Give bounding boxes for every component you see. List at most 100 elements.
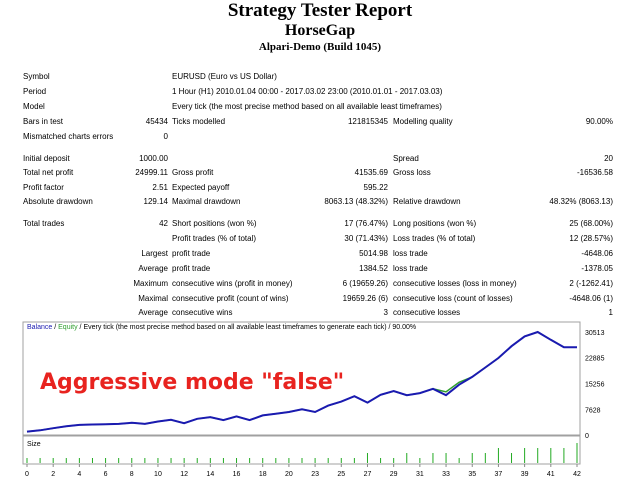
lt-value: 12 (28.57%): [569, 234, 613, 243]
average-loss-label: loss trade: [393, 264, 428, 273]
x-tick-label: 35: [468, 471, 476, 478]
payoff-value: 595.22: [363, 183, 388, 192]
period-label: Period: [23, 87, 47, 96]
y-tick-label: 15256: [585, 382, 605, 389]
x-tick-label: 29: [390, 471, 398, 478]
bars-value: 45434: [145, 117, 168, 126]
max-cl-value: 2 (-1262.41): [569, 279, 613, 288]
expert-name: HorseGap: [284, 22, 356, 39]
x-tick-label: 39: [521, 471, 529, 478]
overlay-caption: Aggressive mode "false": [40, 370, 345, 395]
y-tick-label: 7628: [585, 407, 601, 414]
x-tick-label: 42: [573, 471, 581, 478]
avg-cl-label: consecutive losses: [393, 308, 461, 317]
quality-label: Modelling quality: [393, 117, 453, 126]
x-tick-label: 31: [416, 471, 424, 478]
y-tick-label: 30513: [585, 330, 605, 337]
max-cl-label: consecutive losses (loss in money): [393, 279, 517, 288]
server-name: Alpari-Demo (Build 1045): [258, 41, 382, 53]
trades-value: 42: [159, 219, 168, 228]
pt-label: Profit trades (% of total): [172, 234, 257, 243]
x-tick-label: 0: [25, 471, 29, 478]
deposit-value: 1000.00: [139, 154, 168, 163]
grossprofit-value: 41535.69: [354, 168, 388, 177]
symbol-label: Symbol: [23, 72, 50, 81]
legend-balance: Balance: [27, 324, 53, 331]
x-tick-label: 25: [337, 471, 345, 478]
chart-header-rest: / Every tick (the most precise method ba…: [77, 324, 417, 331]
average-loss-value: -1378.05: [581, 264, 613, 273]
lt-label: Loss trades (% of total): [393, 234, 476, 243]
short-label: Short positions (won %): [172, 219, 257, 228]
mxl-cp-value: 19659.26 (6): [342, 294, 388, 303]
grossprofit-label: Gross profit: [172, 168, 214, 177]
spread-label: Spread: [393, 154, 419, 163]
long-label: Long positions (won %): [393, 219, 477, 228]
ticks-label: Ticks modelled: [172, 117, 226, 126]
maxdd-label: Maximal drawdown: [172, 197, 241, 206]
x-tick-label: 8: [130, 471, 134, 478]
avg2-label: Average: [138, 308, 168, 317]
absdd-label: Absolute drawdown: [23, 197, 93, 206]
mxl-cl-label: consecutive loss (count of losses): [393, 294, 513, 303]
pf-value: 2.51: [152, 183, 168, 192]
largest-label: Largest: [141, 249, 168, 258]
x-tick-label: 33: [442, 471, 450, 478]
x-tick-label: 41: [547, 471, 555, 478]
size-frame: [22, 435, 581, 465]
spread-value: 20: [604, 154, 613, 163]
mismatch-label: Mismatched charts errors: [23, 132, 114, 141]
mismatch-value: 0: [163, 132, 168, 141]
legend-equity: Equity: [58, 324, 78, 331]
largest-loss-label: loss trade: [393, 249, 428, 258]
y-tick-label: 0: [585, 433, 589, 440]
reldd-label: Relative drawdown: [393, 197, 461, 206]
largest-loss-value: -4648.06: [581, 249, 613, 258]
netprofit-label: Total net profit: [23, 168, 74, 177]
period-value: 1 Hour (H1) 2010.01.04 00:00 - 2017.03.0…: [172, 87, 443, 96]
ticks-value: 121815345: [347, 117, 388, 126]
deposit-label: Initial deposit: [23, 154, 70, 163]
x-tick-label: 12: [180, 471, 188, 478]
x-tick-label: 10: [154, 471, 162, 478]
payoff-label: Expected payoff: [172, 183, 230, 192]
largest-profit-label: profit trade: [172, 249, 211, 258]
x-tick-label: 2: [51, 471, 55, 478]
mxl-cp-label: consecutive profit (count of wins): [172, 294, 289, 303]
mxl-cl-value: -4648.06 (1): [569, 294, 613, 303]
avg-cl-value: 1: [608, 308, 613, 317]
x-tick-label: 18: [259, 471, 267, 478]
max-cw-label: consecutive wins (profit in money): [172, 279, 293, 288]
x-tick-label: 6: [104, 471, 108, 478]
pt-value: 30 (71.43%): [344, 234, 388, 243]
size-label: Size: [27, 441, 41, 448]
chart-frame: [22, 321, 581, 436]
x-tick-label: 4: [77, 471, 81, 478]
y-tick-label: 22885: [585, 356, 605, 363]
x-tick-label: 14: [206, 471, 214, 478]
average-label: Average: [138, 264, 168, 273]
legend-sep: /: [52, 324, 59, 331]
pf-label: Profit factor: [23, 183, 64, 192]
long-value: 25 (68.00%): [569, 219, 613, 228]
chart-header: Balance / Equity / Every tick (the most …: [27, 324, 416, 331]
x-tick-label: 27: [364, 471, 372, 478]
maximal-label: Maximal: [138, 294, 168, 303]
netprofit-value: 24999.11: [135, 168, 168, 177]
avg-cw-label: consecutive wins: [172, 308, 233, 317]
symbol-value: EURUSD (Euro vs US Dollar): [172, 72, 277, 81]
trades-label: Total trades: [23, 219, 65, 228]
x-tick-label: 20: [285, 471, 293, 478]
average-profit-label: profit trade: [172, 264, 211, 273]
quality-value: 90.00%: [585, 117, 613, 126]
absdd-value: 129.14: [143, 197, 168, 206]
grossloss-value: -16536.58: [576, 168, 613, 177]
average-profit-value: 1384.52: [359, 264, 388, 273]
x-tick-label: 16: [233, 471, 241, 478]
bars-label: Bars in test: [23, 117, 64, 126]
largest-profit-value: 5014.98: [359, 249, 388, 258]
report-title: Strategy Tester Report: [227, 0, 413, 21]
reldd-value: 48.32% (8063.13): [549, 197, 613, 206]
grossloss-label: Gross loss: [393, 168, 431, 177]
